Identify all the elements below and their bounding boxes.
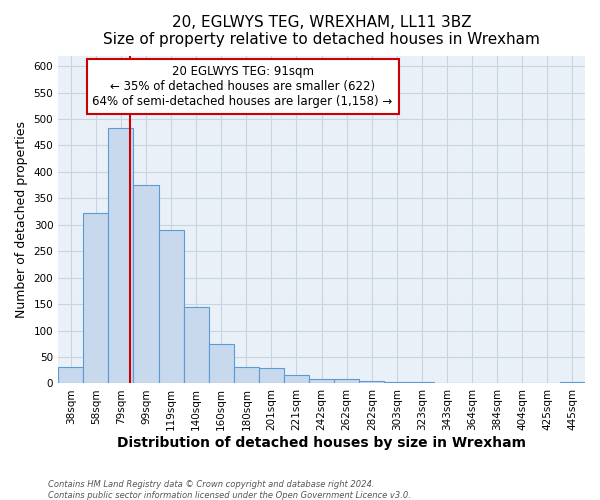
Bar bbox=[259, 368, 284, 384]
Title: 20, EGLWYS TEG, WREXHAM, LL11 3BZ
Size of property relative to detached houses i: 20, EGLWYS TEG, WREXHAM, LL11 3BZ Size o… bbox=[103, 15, 540, 48]
Bar bbox=[184, 307, 209, 384]
Text: Contains HM Land Registry data © Crown copyright and database right 2024.
Contai: Contains HM Land Registry data © Crown c… bbox=[48, 480, 411, 500]
Bar bbox=[309, 378, 334, 384]
Text: 20 EGLWYS TEG: 91sqm
← 35% of detached houses are smaller (622)
64% of semi-deta: 20 EGLWYS TEG: 91sqm ← 35% of detached h… bbox=[92, 66, 392, 108]
X-axis label: Distribution of detached houses by size in Wrexham: Distribution of detached houses by size … bbox=[117, 436, 526, 450]
Bar bbox=[385, 382, 409, 384]
Bar bbox=[460, 383, 485, 384]
Bar bbox=[434, 383, 460, 384]
Bar bbox=[485, 383, 510, 384]
Bar bbox=[334, 379, 359, 384]
Bar bbox=[83, 213, 109, 384]
Bar bbox=[133, 185, 158, 384]
Bar bbox=[58, 366, 83, 384]
Bar bbox=[284, 375, 309, 384]
Bar bbox=[109, 128, 133, 384]
Bar bbox=[234, 366, 259, 384]
Bar bbox=[158, 230, 184, 384]
Bar bbox=[209, 344, 234, 384]
Bar bbox=[359, 381, 385, 384]
Bar bbox=[560, 382, 585, 384]
Bar bbox=[409, 382, 434, 384]
Y-axis label: Number of detached properties: Number of detached properties bbox=[15, 121, 28, 318]
